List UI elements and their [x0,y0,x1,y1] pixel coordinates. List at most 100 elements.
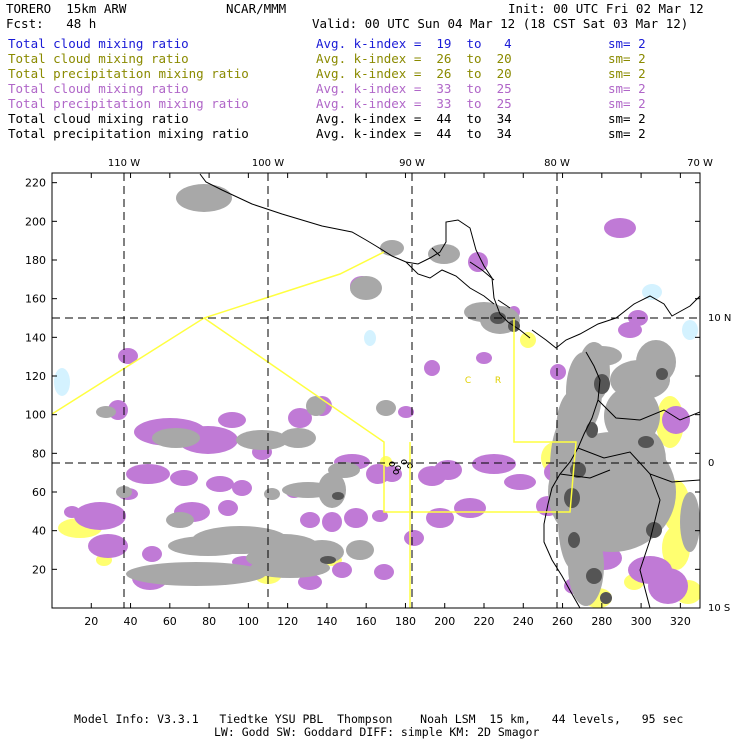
cloud-patch [476,352,492,364]
longitude-label: 80 W [544,158,570,169]
legend-sm: sm= 2 [608,81,646,96]
cloud-patch [434,460,462,480]
cloud-patch [280,428,316,448]
x-tick-label: 300 [631,615,652,628]
cloud-patch [454,498,486,518]
cloud-patch [74,502,126,530]
cloud-patch [594,374,610,394]
cloud-patch [636,340,676,384]
cloud-patch [218,500,238,516]
cloud-patch [318,472,346,508]
cloud-patch [232,480,252,496]
galapagos-island [393,469,399,475]
legend-sm: sm= 2 [608,96,646,111]
y-tick-label: 60 [32,486,46,499]
y-tick-label: 40 [32,525,46,538]
cloud-patch [142,546,162,562]
galapagos-island [401,459,407,465]
y-tick-label: 120 [25,370,46,383]
cloud-patch [472,454,516,474]
legend-field: Total cloud mixing ratio [8,51,189,66]
map-frame [51,172,701,609]
cloud-patch [642,284,662,300]
y-tick-label: 200 [25,215,46,228]
cloud-patch [96,406,116,418]
cloud-patch [364,330,376,346]
legend-field: Total precipitation mixing ratio [8,96,249,111]
legend-field: Total cloud mixing ratio [8,111,189,126]
cloud-patch [346,540,374,560]
x-tick-label: 260 [552,615,573,628]
cloud-patch [382,466,402,482]
cloud-patch [218,412,246,428]
cloud-patch [126,562,266,586]
longitude-label: 90 W [399,158,425,169]
y-tick-label: 80 [32,447,46,460]
cloud-patch [166,512,194,528]
longitude-label: 70 W [687,158,713,169]
cloud-patch [246,550,278,566]
cloud-patch [54,368,70,396]
cloud-patch [322,512,342,532]
cloud-patch [64,506,80,518]
cloud-patch [152,428,200,448]
cloud-patch [646,522,662,538]
legend-sm: sm= 2 [608,51,646,66]
forecast-hour: Fcst: 48 h [6,16,97,31]
longitude-label: 110 W [108,158,140,169]
org-label: NCAR/MMM [226,1,287,16]
cloud-patch [126,464,170,484]
cloud-patch [288,408,312,428]
y-tick-label: 20 [32,563,46,576]
cloud-patch [206,476,234,492]
legend-kindex: Avg. k-index = 33 to 25 [316,96,512,111]
footer-model-info: Model Info: V3.3.1 Tiedtke YSU PBL Thomp… [74,712,684,726]
cloud-patch [600,592,612,604]
x-tick-label: 160 [356,615,377,628]
cloud-patch [550,364,566,380]
legend-field: Total precipitation mixing ratio [8,66,249,81]
cloud-patch [300,512,320,528]
x-tick-label: 140 [316,615,337,628]
latitude-label: 10 N [708,313,731,324]
cloud-patch [398,406,414,418]
country-border [405,247,511,309]
domain-label: C [465,376,471,386]
cloud-patch [586,568,602,584]
legend-field: Total cloud mixing ratio [8,36,189,51]
cloud-patch [604,386,660,446]
legend-sm: sm= 2 [608,36,646,51]
y-tick-label: 180 [25,254,46,267]
legend-sm: sm= 2 [608,126,646,141]
cloud-patch [88,534,128,558]
legend-kindex: Avg. k-index = 44 to 34 [316,126,512,141]
cloud-patch [468,252,488,272]
x-tick-label: 320 [670,615,691,628]
y-tick-label: 160 [25,293,46,306]
cloud-patch [662,406,690,434]
y-tick-label: 100 [25,409,46,422]
cloud-patch [504,474,536,490]
cloud-patch [376,400,396,416]
cloud-patch [568,532,580,548]
cloud-patch [428,244,460,264]
latitude-label: 0 [708,458,714,469]
footer-physics: LW: Godd SW: Goddard DIFF: simple KM: 2D… [214,725,540,739]
cloud-patch [170,470,198,486]
cloud-patch [682,320,698,340]
legend-kindex: Avg. k-index = 19 to 4 [316,36,512,51]
legend-kindex: Avg. k-index = 44 to 34 [316,111,512,126]
legend-field: Total precipitation mixing ratio [8,126,249,141]
model-title: TORERO 15km ARW [6,1,127,16]
cloud-patch [424,360,440,376]
init-time: Init: 00 UTC Fri 02 Mar 12 [508,1,704,16]
valid-time: Valid: 00 UTC Sun 04 Mar 12 (18 CST Sat … [312,16,689,31]
galapagos-island [389,461,395,467]
cloud-patch [520,332,536,348]
x-tick-label: 180 [395,615,416,628]
cloud-patch [604,218,636,238]
cloud-patch [350,276,382,300]
map-content [52,173,700,608]
legend-sm: sm= 2 [608,111,646,126]
